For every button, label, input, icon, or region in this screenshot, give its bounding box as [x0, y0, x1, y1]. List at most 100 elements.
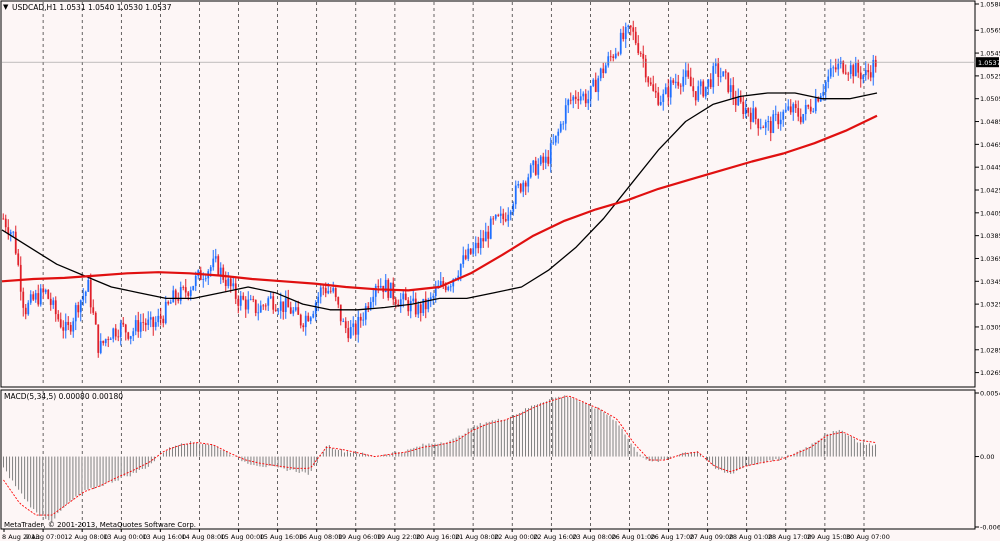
price-tick-label: 1.0425 [980, 187, 1000, 195]
candle-body [209, 267, 212, 272]
candle-body [352, 323, 355, 328]
candle-body [414, 298, 417, 315]
price-tick-label: 1.0485 [980, 118, 1000, 126]
price-axis: 1.0588 1.0565 1.0545 1.0525 1.0505 1.0485 1.04… [2, 1, 1000, 377]
candle-body [789, 106, 792, 113]
candle-body [357, 316, 360, 335]
candle-body [694, 91, 697, 101]
candle-body [717, 63, 720, 77]
candle-body [467, 248, 470, 259]
price-tick-label: 1.0285 [980, 346, 1000, 354]
candle-body [569, 99, 572, 101]
candle-body [604, 65, 607, 74]
time-label: 30 Aug 07:00 [846, 533, 890, 541]
candle-body [322, 287, 325, 289]
candle-body [749, 112, 752, 122]
candle-body [524, 182, 527, 187]
candle-body [509, 211, 512, 215]
candle-body [84, 291, 87, 297]
candle-body [234, 283, 237, 299]
candle-body [304, 315, 307, 328]
candle-body [534, 160, 537, 175]
time-label: 29 Aug 15:00 [807, 533, 851, 541]
candle-body [257, 312, 260, 314]
candle-body [219, 267, 222, 276]
candle-body [179, 287, 182, 301]
candle-body [47, 289, 50, 299]
candle-body [254, 299, 257, 313]
candle-body [194, 275, 197, 287]
candle-body [669, 80, 672, 98]
candle-body [262, 305, 265, 307]
candle-body [457, 275, 460, 279]
candle-body [647, 77, 650, 83]
candle-body [834, 67, 837, 70]
candle-body [459, 264, 462, 276]
candle-body [192, 286, 195, 291]
candle-body [152, 317, 155, 327]
price-tick-label: 1.0325 [980, 301, 1000, 309]
candle-body [852, 65, 855, 77]
candle-body [282, 301, 285, 312]
candle-body [649, 82, 652, 85]
candle-body [187, 292, 190, 296]
candle-body [762, 127, 765, 129]
price-tick-label: 1.0465 [980, 141, 1000, 149]
candle-body [624, 26, 627, 40]
candle-body [657, 92, 660, 105]
candle-body [317, 296, 320, 303]
price-tick-label: 1.0565 [980, 27, 1000, 35]
candle-body [662, 93, 665, 102]
candle-body [642, 53, 645, 59]
candle-body [557, 131, 560, 136]
candle-body [177, 299, 180, 301]
candle-body [189, 290, 192, 296]
time-label: 19 Aug 06:00 [338, 533, 382, 541]
candle-body [217, 256, 220, 276]
candle-body [479, 238, 482, 249]
candle-body [759, 127, 762, 129]
dropdown-arrow-icon[interactable]: ▼ [3, 3, 9, 11]
macd-title: MACD(5,34,5) 0.00080 0.00180 [4, 392, 123, 401]
macd-panel[interactable] [0, 389, 976, 530]
candle-body [264, 305, 267, 307]
candle-body [137, 320, 140, 332]
macd-tick-label: 0.00 [980, 453, 994, 461]
candle-body [832, 67, 835, 69]
candle-body [114, 328, 117, 337]
candle-body [847, 73, 850, 75]
candle-body [487, 231, 490, 239]
candle-body [804, 105, 807, 115]
time-label: 16 Aug 08:00 [299, 533, 343, 541]
symbol-title: USDCAD,H1 1.0531 1.0540 1.0530 1.0537 [12, 3, 172, 12]
candle-body [327, 290, 330, 294]
candle-body [677, 81, 680, 86]
candle-body [634, 31, 637, 44]
candle-body [837, 63, 840, 70]
candle-body [767, 121, 770, 123]
candle-body [332, 288, 335, 292]
candle-body [679, 85, 682, 87]
candle-body [269, 296, 272, 299]
candle-body [119, 322, 122, 338]
candle-body [329, 290, 332, 292]
candle-body [614, 53, 617, 58]
candle-body [379, 285, 382, 288]
candle-body [274, 309, 277, 311]
candle-body [712, 66, 715, 88]
candle-body [869, 72, 872, 78]
price-panel[interactable] [0, 0, 976, 388]
time-label: 22 Aug 00:00 [494, 533, 538, 541]
price-tick-label: 1.0305 [980, 323, 1000, 331]
candle-body [602, 68, 605, 74]
candle-body [729, 85, 732, 92]
candle-body [54, 300, 57, 315]
candle-body [797, 108, 800, 117]
candle-body [737, 97, 740, 106]
candle-body [184, 287, 187, 293]
candle-body [252, 298, 255, 300]
candle-body [12, 231, 15, 233]
